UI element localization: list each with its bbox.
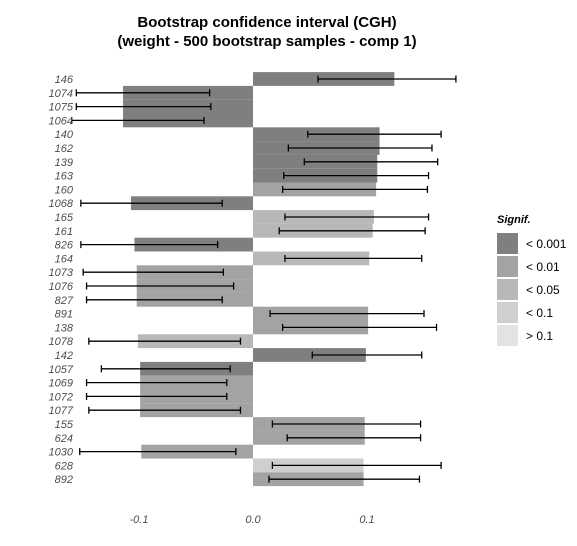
y-tick-label: 162 — [55, 143, 73, 155]
y-tick-label: 624 — [55, 433, 73, 445]
y-tick-label: 1068 — [49, 198, 74, 210]
error-bar-891 — [269, 310, 425, 318]
error-bar-1076 — [85, 282, 235, 290]
y-tick-label: 1072 — [49, 391, 73, 403]
y-tick-label: 1078 — [49, 336, 74, 348]
error-bar-146 — [317, 75, 457, 83]
y-tick-label: 628 — [55, 460, 74, 472]
legend-swatch — [497, 325, 518, 346]
error-bar-827 — [85, 296, 223, 304]
y-tick-label: 1075 — [49, 102, 74, 114]
legend-label: < 0.001 — [526, 237, 567, 251]
y-tick-label: 1057 — [49, 364, 74, 376]
y-tick-label: 160 — [55, 184, 74, 196]
y-tick-label: 140 — [55, 129, 74, 141]
error-bar-138 — [281, 323, 438, 331]
legend-title: Signif. — [497, 214, 531, 226]
error-bar-1074 — [75, 89, 211, 97]
y-tick-label: 892 — [55, 474, 73, 486]
legend-swatch — [497, 233, 518, 254]
y-tick-label: 1074 — [49, 88, 73, 100]
y-tick-label: 161 — [55, 226, 73, 238]
legend-swatch — [497, 302, 518, 323]
error-bar-1078 — [88, 337, 242, 345]
y-tick-label: 1076 — [49, 281, 74, 293]
error-bar-624 — [286, 434, 422, 442]
error-bar-1069 — [85, 379, 228, 387]
legend-label: < 0.1 — [526, 306, 553, 320]
error-bar-163 — [283, 172, 430, 180]
error-bar-1068 — [80, 199, 223, 207]
error-bar-155 — [271, 420, 422, 428]
y-tick-label: 163 — [55, 171, 74, 183]
error-bar-1057 — [100, 365, 231, 373]
legend-label: > 0.1 — [526, 329, 553, 343]
error-bar-1072 — [85, 392, 228, 400]
y-tick-label: 891 — [55, 309, 73, 321]
error-bar-892 — [268, 475, 421, 483]
y-tick-label: 826 — [55, 240, 74, 252]
y-tick-label: 1064 — [49, 115, 73, 127]
error-bar-164 — [284, 254, 423, 262]
y-tick-label: 164 — [55, 253, 73, 265]
error-bar-1064 — [71, 116, 205, 124]
y-tick-label: 1077 — [49, 405, 74, 417]
error-bar-140 — [307, 130, 442, 138]
y-tick-label: 155 — [55, 419, 74, 431]
error-bar-1073 — [82, 268, 225, 276]
x-tick-label: 0.0 — [245, 514, 261, 526]
error-bar-165 — [284, 213, 430, 221]
error-bar-1030 — [79, 448, 237, 456]
error-bar-1077 — [88, 406, 242, 414]
chart-title: Bootstrap confidence interval (CGH) — [137, 14, 397, 31]
y-tick-label: 827 — [55, 295, 74, 307]
y-tick-label: 138 — [55, 322, 74, 334]
x-tick-label: -0.1 — [130, 514, 149, 526]
bar-142 — [253, 348, 366, 362]
y-tick-label: 1030 — [49, 447, 74, 459]
x-tick-label: 0.1 — [359, 514, 374, 526]
error-bar-139 — [303, 158, 439, 166]
error-bar-161 — [278, 227, 426, 235]
y-tick-label: 142 — [55, 350, 73, 362]
error-bar-142 — [311, 351, 423, 359]
chart-subtitle: (weight - 500 bootstrap samples - comp 1… — [117, 33, 417, 50]
error-bar-1075 — [75, 103, 212, 111]
error-bar-826 — [80, 241, 219, 249]
legend-swatch — [497, 279, 518, 300]
y-tick-label: 146 — [55, 74, 74, 86]
y-tick-label: 139 — [55, 157, 73, 169]
y-tick-label: 165 — [55, 212, 74, 224]
error-bar-160 — [281, 185, 429, 193]
legend-label: < 0.05 — [526, 283, 560, 297]
error-bar-628 — [271, 461, 442, 469]
y-tick-label: 1073 — [49, 267, 74, 279]
legend-swatch — [497, 256, 518, 277]
y-tick-label: 1069 — [49, 378, 73, 390]
error-bar-162 — [287, 144, 433, 152]
legend-label: < 0.01 — [526, 260, 560, 274]
